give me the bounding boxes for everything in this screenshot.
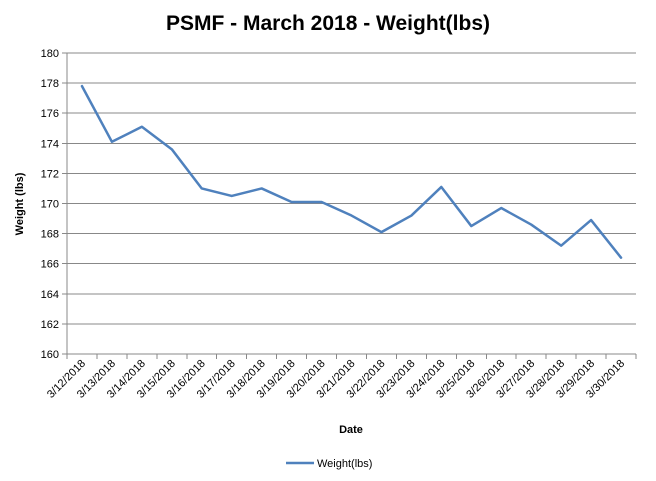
y-tick-label: 172	[41, 168, 59, 180]
y-tick-label: 162	[41, 319, 59, 331]
y-tick-label: 168	[41, 229, 59, 241]
x-axis-label: Date	[339, 424, 363, 436]
y-tick-label: 170	[41, 199, 59, 211]
legend-label: Weight(lbs)	[317, 458, 372, 470]
series-line	[80, 84, 623, 259]
y-axis-label: Weight (lbs)	[14, 172, 26, 235]
y-tick-label: 178	[41, 78, 59, 90]
legend: Weight(lbs)	[286, 458, 372, 470]
chart-title: PSMF - March 2018 - Weight(lbs)	[166, 12, 490, 35]
series-lines	[80, 84, 623, 259]
y-tick-label: 174	[41, 138, 59, 150]
y-tick-label: 180	[41, 48, 59, 60]
y-tick-label: 166	[41, 259, 59, 271]
grid-lines	[67, 52, 636, 325]
axes	[62, 52, 637, 359]
y-tick-label: 176	[41, 108, 59, 120]
y-tick-label: 160	[41, 349, 59, 361]
x-tick-labels: 3/12/20183/13/20183/14/20183/15/20183/16…	[45, 358, 627, 401]
y-tick-labels: 160 162 164 166 168 170 172 174 176 178 180	[41, 48, 59, 361]
y-tick-label: 164	[41, 289, 59, 301]
